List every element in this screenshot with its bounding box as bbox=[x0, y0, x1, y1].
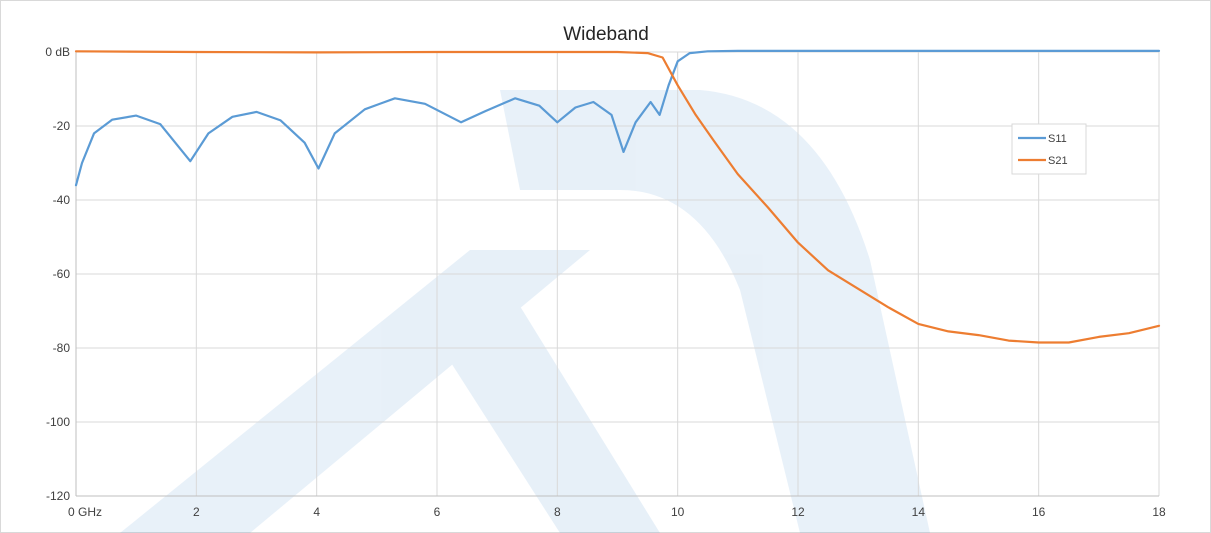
chart-title: Wideband bbox=[563, 24, 649, 45]
legend: S11 S21 bbox=[1011, 123, 1087, 175]
y-tick-label: -40 bbox=[53, 193, 71, 207]
series-line-s21 bbox=[74, 50, 1161, 344]
x-tick-label: 6 bbox=[434, 505, 441, 519]
y-axis: 0 dB -20 -40 -60 -80 -100 -120 bbox=[45, 45, 70, 503]
series-line-s11 bbox=[74, 49, 1161, 187]
legend-label-s11: S11 bbox=[1048, 133, 1067, 145]
y-tick-label: -20 bbox=[53, 119, 71, 133]
grid bbox=[75, 51, 1160, 497]
y-tick-label: -60 bbox=[53, 267, 71, 281]
x-tick-label: 18 bbox=[1152, 505, 1166, 519]
x-axis: 0 GHz 2 4 6 8 10 12 14 16 18 bbox=[68, 505, 1166, 519]
x-tick-label: 10 bbox=[671, 505, 685, 519]
x-tick-label: 8 bbox=[554, 505, 561, 519]
series-group bbox=[74, 49, 1161, 344]
y-tick-label: 0 dB bbox=[45, 45, 70, 59]
y-tick-label: -120 bbox=[46, 489, 70, 503]
x-tick-label: 12 bbox=[791, 505, 805, 519]
x-tick-label: 0 GHz bbox=[68, 505, 102, 519]
x-tick-label: 2 bbox=[193, 505, 200, 519]
legend-label-s21: S21 bbox=[1048, 155, 1068, 167]
x-tick-label: 16 bbox=[1032, 505, 1046, 519]
y-tick-label: -80 bbox=[53, 341, 71, 355]
legend-box bbox=[1011, 123, 1087, 175]
y-tick-label: -100 bbox=[46, 415, 70, 429]
x-tick-label: 4 bbox=[313, 505, 320, 519]
x-tick-label: 14 bbox=[912, 505, 926, 519]
